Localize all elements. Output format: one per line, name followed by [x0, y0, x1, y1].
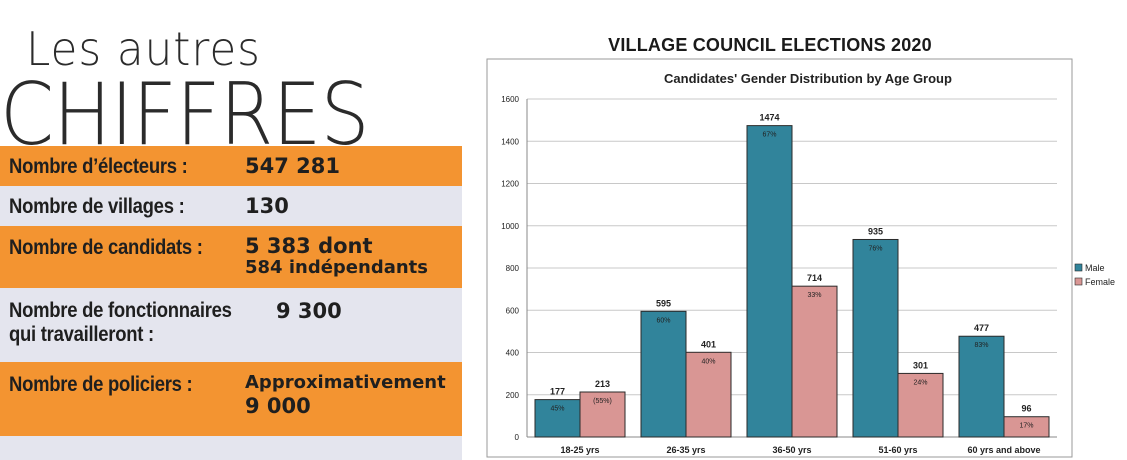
row-candidats: Nombre de candidats : 5 383 dont 584 ind… — [0, 226, 462, 288]
row-electeurs: Nombre d’électeurs : 547 281 — [0, 146, 462, 186]
bar-female — [897, 372, 944, 438]
chart-header: VILLAGE COUNCIL ELECTIONS 2020 — [608, 35, 932, 55]
label-fonctionnaires: Nombre de fonctionnaires — [9, 299, 232, 322]
percent-label: 17% — [1019, 423, 1033, 430]
chart-frame — [486, 58, 1073, 458]
label-policiers: Nombre de policiers : — [9, 373, 193, 396]
percent-label: (55%) — [593, 398, 612, 405]
value-policiers: 9 000 — [245, 394, 311, 418]
heading-les-autres: Les autres — [26, 22, 261, 76]
y-tick-label: 1000 — [501, 222, 519, 231]
x-tick-label: 60 yrs and above — [967, 445, 1040, 455]
data-label: 595 — [656, 298, 671, 308]
value-electeurs: 547 281 — [245, 154, 340, 178]
data-label: 301 — [913, 360, 928, 370]
y-tick-label: 0 — [515, 433, 520, 442]
x-tick-label: 51-60 yrs — [878, 445, 917, 455]
bar-female — [685, 351, 732, 438]
percent-label: 67% — [762, 132, 776, 139]
label-fonctionnaires-line2: qui travailleront : — [9, 323, 154, 346]
label-villages: Nombre de villages : — [9, 195, 185, 218]
row-policiers: Nombre de policiers : Approximativement … — [0, 362, 462, 436]
heading-chiffres: CHIFFRES — [0, 65, 370, 165]
row-bottom-band — [0, 436, 462, 460]
bar-male — [958, 335, 1005, 438]
bar-female — [791, 285, 838, 438]
data-label: 213 — [595, 379, 610, 389]
legend-swatch — [1074, 263, 1083, 272]
value-fonctionnaires: 9 300 — [276, 299, 342, 323]
percent-label: 24% — [913, 379, 927, 386]
bar-male — [640, 310, 687, 438]
percent-label: 40% — [701, 358, 715, 365]
legend-label: Female — [1085, 277, 1115, 287]
x-tick-label: 18-25 yrs — [560, 445, 599, 455]
bar-female — [579, 391, 626, 438]
percent-label: 45% — [550, 406, 564, 413]
y-tick-label: 200 — [506, 391, 520, 400]
bar-male — [852, 238, 899, 438]
legend-label: Male — [1085, 263, 1105, 273]
percent-label: 33% — [807, 292, 821, 299]
x-tick-label: 26-35 yrs — [666, 445, 705, 455]
percent-label: 83% — [974, 342, 988, 349]
label-electeurs: Nombre d’électeurs : — [9, 155, 188, 178]
data-label: 401 — [701, 339, 716, 349]
bar-female — [1003, 416, 1050, 438]
row-fonctionnaires: Nombre de fonctionnaires qui travaillero… — [0, 288, 462, 362]
y-tick-label: 600 — [506, 306, 520, 315]
data-label: 935 — [868, 226, 883, 236]
percent-label: 60% — [656, 317, 670, 324]
left-panel: Les autres CHIFFRES Nombre d’électeurs :… — [0, 0, 462, 460]
x-tick-label: 36-50 yrs — [772, 445, 811, 455]
percent-label: 76% — [868, 245, 882, 252]
y-tick-label: 400 — [506, 349, 520, 358]
data-label: 96 — [1021, 404, 1031, 414]
value-candidats: 5 383 dont — [245, 234, 373, 258]
row-villages: Nombre de villages : 130 — [0, 186, 462, 226]
legend-swatch — [1074, 277, 1083, 286]
legend: Male Female — [1074, 263, 1115, 287]
value-villages: 130 — [245, 194, 289, 218]
value-candidats-independants: 584 indépendants — [245, 257, 428, 278]
y-tick-label: 1400 — [501, 137, 519, 146]
data-label: 1474 — [759, 113, 779, 123]
label-candidats: Nombre de candidats : — [9, 236, 203, 259]
data-label: 714 — [807, 273, 822, 283]
bar-male — [746, 125, 793, 438]
value-policiers-approx: Approximativement — [245, 372, 446, 393]
y-tick-label: 1600 — [501, 95, 519, 104]
data-label: 477 — [974, 323, 989, 333]
chart-title: Candidates' Gender Distribution by Age G… — [664, 71, 952, 86]
data-label: 177 — [550, 387, 565, 397]
y-tick-label: 1200 — [501, 180, 519, 189]
y-tick-label: 800 — [506, 264, 520, 273]
